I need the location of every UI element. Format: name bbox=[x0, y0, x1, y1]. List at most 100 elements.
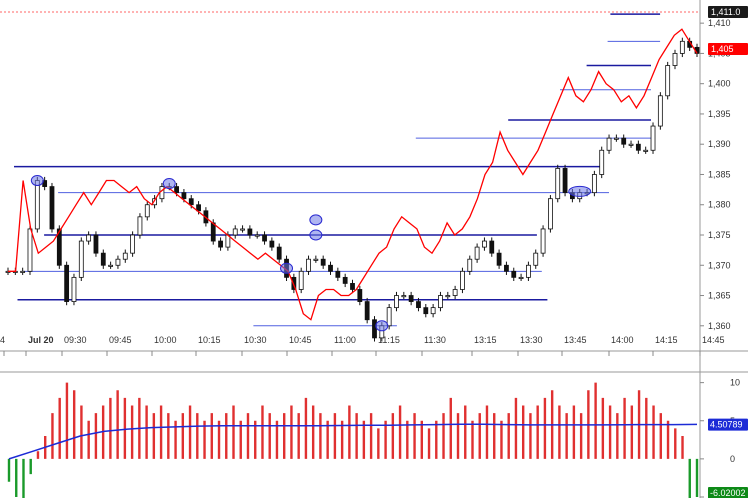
oscillator-bar bbox=[406, 420, 409, 459]
oscillator-bar bbox=[246, 413, 250, 459]
oscillator-bar bbox=[181, 413, 185, 459]
time-tick-label: 11:00 bbox=[334, 335, 356, 345]
candle-body bbox=[401, 295, 407, 298]
oscillator-bar bbox=[109, 397, 112, 459]
oscillator-bar bbox=[225, 413, 228, 459]
oscillator-bar bbox=[7, 458, 11, 482]
time-tick-label: Jul 20 bbox=[28, 335, 54, 345]
price-tag-box bbox=[708, 6, 748, 18]
oscillator-bar bbox=[254, 420, 257, 459]
candle-body bbox=[635, 143, 641, 151]
price-tick-label: 1,360 bbox=[708, 321, 731, 331]
oscillator-bar bbox=[348, 405, 351, 459]
candle-body bbox=[298, 270, 304, 290]
price-tag-label: 1,411.0 bbox=[711, 7, 740, 17]
time-tick-label: 13:15 bbox=[474, 335, 497, 345]
time-tick-label: 13:45 bbox=[564, 335, 587, 345]
candle-body bbox=[606, 137, 612, 151]
candle-body bbox=[504, 264, 509, 272]
oscillator-bar bbox=[427, 428, 431, 459]
oscillator-bar bbox=[217, 420, 221, 459]
candle-body bbox=[254, 234, 260, 237]
oscillator-bar bbox=[478, 413, 481, 459]
candle-body bbox=[78, 240, 84, 278]
price-tick-label: 1,390 bbox=[708, 139, 731, 149]
price-tag-box bbox=[708, 43, 748, 55]
candle-body bbox=[342, 276, 348, 284]
oscillator-bar bbox=[674, 428, 677, 459]
oscillator-bar bbox=[558, 405, 561, 459]
oscillator-bar bbox=[666, 420, 670, 459]
oscillator-bar bbox=[630, 405, 634, 459]
oscillator-bar bbox=[203, 420, 206, 459]
candle-body bbox=[445, 295, 451, 298]
red-indicator-line bbox=[8, 28, 698, 321]
candle-body bbox=[423, 307, 429, 315]
candle-body bbox=[482, 240, 487, 248]
candle-body bbox=[364, 301, 370, 321]
value-tag-box bbox=[708, 418, 748, 431]
pivot-marker bbox=[375, 320, 389, 332]
oscillator-bar bbox=[391, 413, 395, 459]
candle-body bbox=[650, 125, 656, 151]
candle-body bbox=[196, 204, 201, 212]
oscillator-bar bbox=[87, 420, 90, 459]
oscillator-bar bbox=[22, 458, 25, 498]
candle-body bbox=[328, 264, 333, 272]
price-tick-label: 1,400 bbox=[708, 79, 731, 89]
oscillator-bar bbox=[369, 413, 373, 459]
candle-body bbox=[34, 180, 40, 230]
candle-body bbox=[218, 240, 223, 248]
oscillator-bar bbox=[652, 405, 655, 459]
oscillator-bar bbox=[572, 405, 576, 459]
candle-body bbox=[657, 95, 663, 127]
oscillator-bar bbox=[15, 458, 18, 497]
oscillator-bar bbox=[413, 413, 416, 459]
oscillator-bar bbox=[456, 413, 460, 459]
oscillator-bar bbox=[268, 413, 271, 459]
candle-body bbox=[188, 198, 194, 206]
time-tick-label: 10:45 bbox=[289, 335, 312, 345]
pivot-marker bbox=[309, 214, 323, 226]
oscillator-bar bbox=[594, 382, 597, 459]
candle-body bbox=[335, 270, 341, 278]
pivot-marker bbox=[280, 262, 294, 274]
candle-body bbox=[467, 258, 473, 272]
oscillator-bar bbox=[507, 413, 510, 459]
candle-body bbox=[115, 258, 121, 266]
oscillator-bar bbox=[500, 420, 503, 459]
time-tick-label: 14:15 bbox=[655, 335, 678, 345]
oscillator-bar bbox=[239, 420, 242, 459]
candle-body bbox=[130, 234, 136, 254]
oscillator-bar bbox=[210, 413, 213, 459]
candle-body bbox=[679, 40, 685, 54]
oscillator-bar bbox=[333, 413, 337, 459]
time-tick-label: 10:15 bbox=[198, 335, 221, 345]
oscillator-bar bbox=[398, 405, 402, 459]
candle-body bbox=[489, 240, 495, 254]
oscillator-bar bbox=[290, 405, 293, 459]
oscillator-bar bbox=[608, 405, 612, 459]
oscillator-bar bbox=[616, 413, 619, 459]
price-tick-label: 1,370 bbox=[708, 260, 731, 270]
time-tick-label: 11:15 bbox=[378, 335, 400, 345]
candle-body bbox=[540, 228, 546, 254]
candle-body bbox=[386, 307, 392, 327]
oscillator-bar bbox=[159, 405, 163, 459]
oscillator-bar bbox=[145, 405, 148, 459]
oscillator-bar bbox=[304, 397, 308, 459]
time-tick-label: 09:45 bbox=[109, 335, 132, 345]
oscillator-bar bbox=[449, 397, 452, 459]
oscillator-panel: 1050-54.50789-6.02002 bbox=[0, 371, 748, 498]
candle-body bbox=[64, 264, 70, 302]
oscillator-bar bbox=[36, 451, 40, 459]
oscillator-bar bbox=[384, 420, 387, 459]
oscillator-bar bbox=[283, 413, 286, 459]
candle-body bbox=[27, 228, 33, 272]
oscillator-bar bbox=[29, 458, 32, 475]
oscillator-bar bbox=[377, 428, 380, 459]
candle-body bbox=[247, 228, 253, 236]
candle-body bbox=[665, 65, 671, 97]
candle-body bbox=[599, 149, 605, 175]
